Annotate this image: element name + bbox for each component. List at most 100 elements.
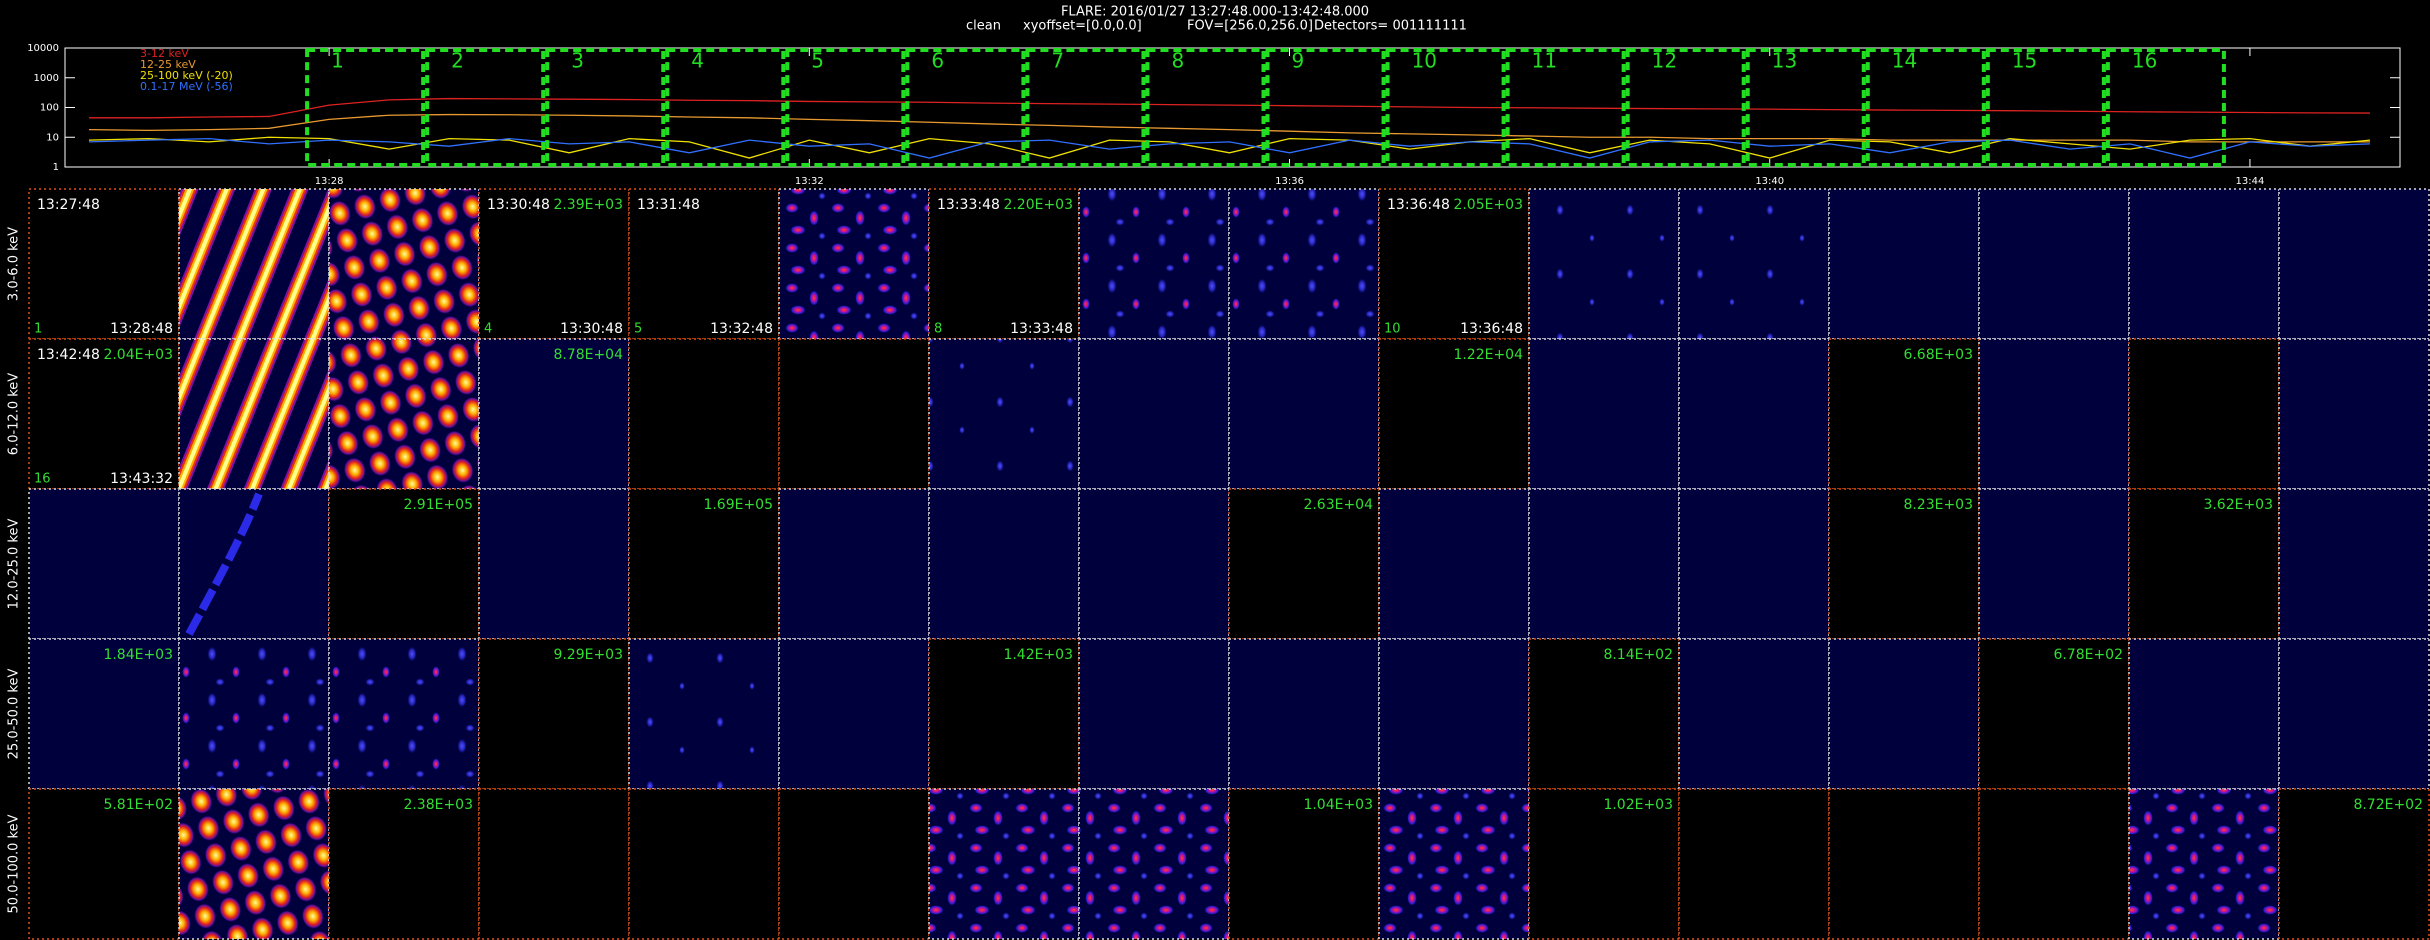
image-panel [778, 788, 930, 940]
image-panel [1228, 188, 1380, 340]
panel-max: 2.20E+03 [1003, 197, 1073, 213]
image-panel [178, 788, 330, 940]
image-panel [1378, 188, 1530, 340]
x-tick-label: 13:32 [795, 176, 824, 187]
image-panel [1978, 788, 2130, 940]
panel-max: 1.69E+05 [703, 497, 773, 513]
interval-box [785, 48, 906, 167]
y-tick-label: 10000 [27, 43, 59, 54]
image-panel [1528, 638, 1680, 790]
image-panel [1228, 338, 1380, 490]
image-panel [178, 638, 330, 790]
image-panel [1228, 638, 1380, 790]
image-panel [2128, 488, 2280, 640]
image-panel [778, 638, 930, 790]
panel-index: 8 [934, 322, 942, 337]
panel-max: 9.29E+03 [553, 647, 623, 663]
plot-area [64, 47, 2401, 168]
panel-max: 1.02E+03 [1603, 797, 1673, 813]
panel-max: 1.04E+03 [1303, 797, 1373, 813]
image-panel [1828, 788, 1980, 940]
image-panel [478, 488, 630, 640]
image-panel [1678, 338, 1830, 490]
image-panel [28, 188, 180, 340]
interval-box [1265, 48, 1386, 167]
light-curve [89, 97, 2370, 119]
interval-box [1985, 48, 2106, 167]
y-tick-label: 1 [53, 162, 59, 173]
y-tick-label: 1000 [34, 73, 59, 84]
image-panel [628, 338, 780, 490]
panel-end-time: 13:32:48 [710, 321, 773, 337]
image-panel [1378, 338, 1530, 490]
x-tick-label: 13:36 [1275, 176, 1304, 187]
image-panel [1828, 488, 1980, 640]
panel-max: 2.63E+04 [1303, 497, 1373, 513]
interval-box [905, 48, 1026, 167]
image-panel [1078, 638, 1230, 790]
panel-max: 2.91E+05 [403, 497, 473, 513]
title: FLARE: 2016/01/27 13:27:48.000-13:42:48.… [1061, 5, 1369, 20]
panel-end-time: 13:30:48 [560, 321, 623, 337]
panel-max: 1.22E+04 [1453, 347, 1523, 363]
interval-label: 14 [1892, 49, 1917, 73]
interval-box [1625, 48, 1746, 167]
image-panel [478, 188, 630, 340]
panel-index: 10 [1384, 322, 1401, 337]
panel-time: 13:30:48 [487, 197, 550, 213]
image-panel [178, 488, 330, 640]
energy-band-label: 6.0-12.0 keV [7, 373, 22, 456]
interval-label: 9 [1292, 49, 1305, 73]
interval-label: 1 [331, 49, 344, 73]
image-panel [178, 338, 330, 490]
panel-max: 3.62E+03 [2203, 497, 2273, 513]
panel-max: 8.23E+03 [1903, 497, 1973, 513]
panel-index: 5 [634, 322, 642, 337]
param: FOV=[256.0,256.0] [1187, 19, 1313, 34]
image-panel [2278, 188, 2430, 340]
image-panel [1378, 788, 1530, 940]
light-curve [88, 137, 2371, 159]
interval-box [305, 48, 426, 167]
interval-label: 5 [811, 49, 824, 73]
image-panel [478, 338, 630, 490]
interval-box [1505, 48, 1626, 167]
interval-label: 10 [1412, 49, 1437, 73]
x-tick-label: 13:44 [2236, 176, 2265, 187]
image-panel [328, 188, 480, 340]
image-panel [778, 338, 930, 490]
panel-max: 6.78E+02 [2053, 647, 2123, 663]
interval-box [1745, 48, 1866, 167]
image-panel [178, 188, 330, 340]
interval-label: 4 [691, 49, 704, 73]
image-panel [328, 338, 480, 490]
panel-max: 8.78E+04 [553, 347, 623, 363]
image-panel [1528, 338, 1680, 490]
panel-max: 1.84E+03 [103, 647, 173, 663]
panel-max: 8.14E+02 [1603, 647, 1673, 663]
interval-label: 11 [1532, 49, 1557, 73]
interval-label: 3 [571, 49, 584, 73]
image-panel [1078, 338, 1230, 490]
interval-box [1385, 48, 1506, 167]
image-panel [328, 488, 480, 640]
interval-box [545, 48, 666, 167]
image-panel [1228, 788, 1380, 940]
image-panel [2278, 338, 2430, 490]
panel-time: 13:42:48 [37, 347, 100, 363]
panel-time: 13:31:48 [637, 197, 700, 213]
energy-band-label: 25.0-50.0 keV [7, 669, 22, 760]
image-panel [778, 488, 930, 640]
image-panel [478, 788, 630, 940]
interval-box [2105, 48, 2226, 167]
panel-end-time: 13:43:32 [110, 471, 173, 487]
image-panel [28, 638, 180, 790]
energy-band-label: 12.0-25.0 keV [7, 519, 22, 610]
param: Detectors= 001111111 [1314, 19, 1467, 34]
light-curve [88, 136, 2371, 159]
panel-max: 5.81E+02 [103, 797, 173, 813]
image-panel [1978, 338, 2130, 490]
panel-time: 13:27:48 [37, 197, 100, 213]
panel-time: 13:33:48 [937, 197, 1000, 213]
image-panel [1078, 488, 1230, 640]
